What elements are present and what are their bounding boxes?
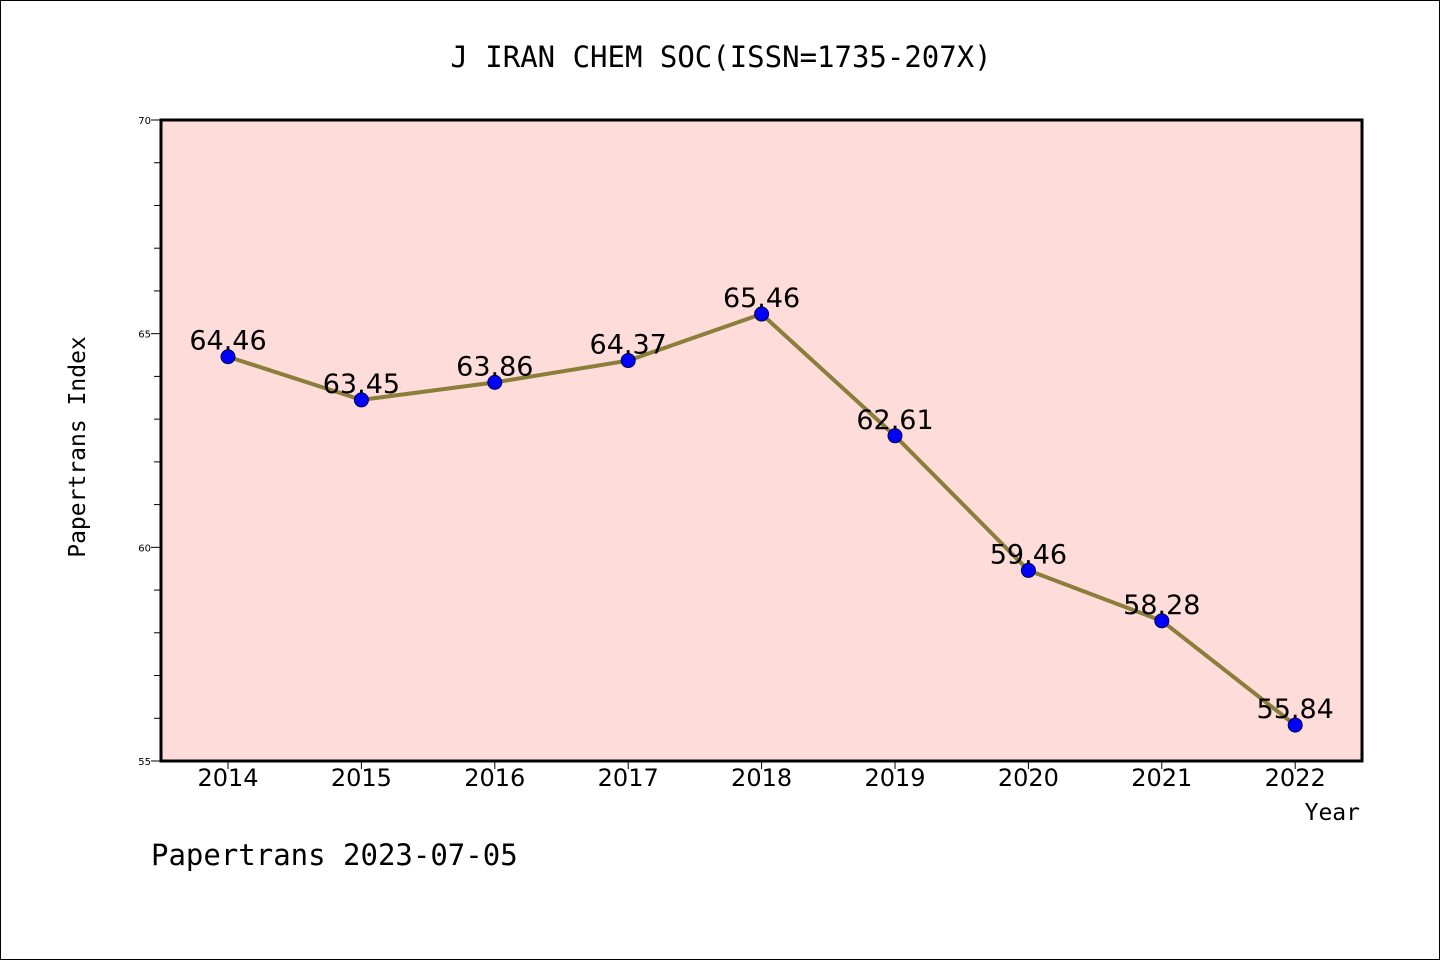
data-point	[754, 306, 770, 322]
data-labels-group: 64.46 63.45 63.86 64.37 65.46 62.61 59.46 58.28…	[189, 283, 1333, 725]
footer-text: Papertrans 2023-07-05	[151, 838, 518, 872]
y-tick-label: 55	[138, 757, 151, 768]
x-tick-label: 2019	[864, 764, 925, 792]
data-point	[620, 353, 636, 369]
data-point	[353, 392, 369, 408]
x-tick-label: 2015	[331, 764, 392, 792]
x-tick-label: 2018	[731, 764, 792, 792]
data-point	[887, 428, 903, 444]
x-tick-label: 2014	[197, 764, 258, 792]
x-axis-label: Year	[1305, 800, 1360, 826]
data-point	[1154, 613, 1170, 629]
data-label: 55.84	[1257, 694, 1334, 725]
y-tick-label: 70	[138, 116, 151, 127]
plot-area	[159, 118, 1364, 763]
data-point	[1020, 562, 1036, 578]
data-label: 65.46	[723, 283, 800, 314]
data-label: 59.46	[990, 539, 1067, 570]
data-label: 63.45	[323, 369, 400, 400]
x-tick-label: 2017	[598, 764, 659, 792]
x-tick-label: 2021	[1131, 764, 1192, 792]
markers-group	[220, 306, 1303, 733]
y-axis: 55 60 65 70	[138, 116, 161, 768]
y-tick-label: 65	[138, 330, 151, 341]
data-point	[220, 349, 236, 365]
data-label: 58.28	[1123, 590, 1200, 621]
data-point	[487, 374, 503, 390]
data-label: 64.46	[189, 326, 266, 357]
data-label: 62.61	[856, 405, 933, 436]
data-label: 64.37	[590, 330, 667, 361]
data-point	[1287, 717, 1303, 733]
chart-title: J IRAN CHEM SOC(ISSN=1735-207X)	[450, 40, 991, 74]
data-label: 63.86	[456, 351, 533, 382]
x-tick-label: 2016	[464, 764, 525, 792]
x-tick-label: 2020	[998, 764, 1059, 792]
x-axis: 2014 2015 2016 2017 2018 2019 2020 2021 2022	[197, 761, 1326, 792]
x-tick-label: 2022	[1265, 764, 1326, 792]
y-axis-label: Papertrans Index	[65, 336, 91, 558]
y-tick-label: 60	[138, 543, 151, 554]
